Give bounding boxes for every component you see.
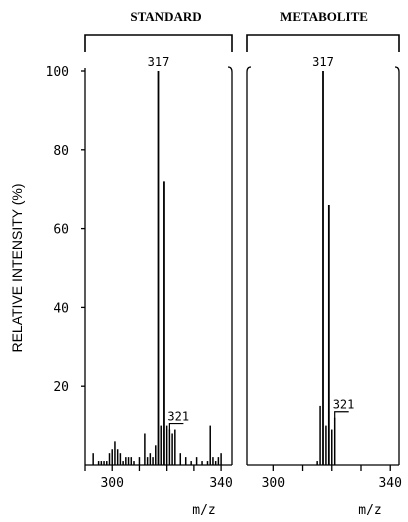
standard-bracket (84, 34, 233, 52)
standard-x-axis-label: m/z (192, 503, 215, 518)
peak-label-leader (334, 411, 349, 419)
peak-label: 317 (148, 55, 170, 69)
x-tick-label: 300 (262, 476, 285, 491)
x-tick-label: 340 (209, 476, 232, 491)
panel-title-metabolite: METABOLITE (280, 9, 368, 24)
y-tick-label: 60 (53, 223, 69, 238)
panel-title-standard: STANDARD (130, 9, 201, 24)
standard-right-frame (227, 66, 233, 465)
y-tick-label: 80 (53, 144, 69, 159)
peak-label-leader (168, 422, 184, 431)
y-tick-label: 20 (53, 380, 69, 395)
peak-label: 321 (167, 410, 189, 424)
metabolite-left-frame (246, 66, 252, 465)
y-axis-title: RELATIVE INTENSITY (%) (9, 183, 25, 352)
x-tick-label: 300 (100, 476, 123, 491)
y-tick-label: 100 (46, 65, 69, 80)
peak-label: 321 (333, 398, 355, 412)
metabolite-bracket (246, 34, 400, 52)
metabolite-x-axis-label: m/z (358, 503, 381, 518)
x-tick-label: 340 (378, 476, 401, 491)
peak-label: 317 (312, 55, 334, 69)
metabolite-right-frame (394, 66, 400, 465)
y-tick-label: 40 (53, 301, 69, 316)
